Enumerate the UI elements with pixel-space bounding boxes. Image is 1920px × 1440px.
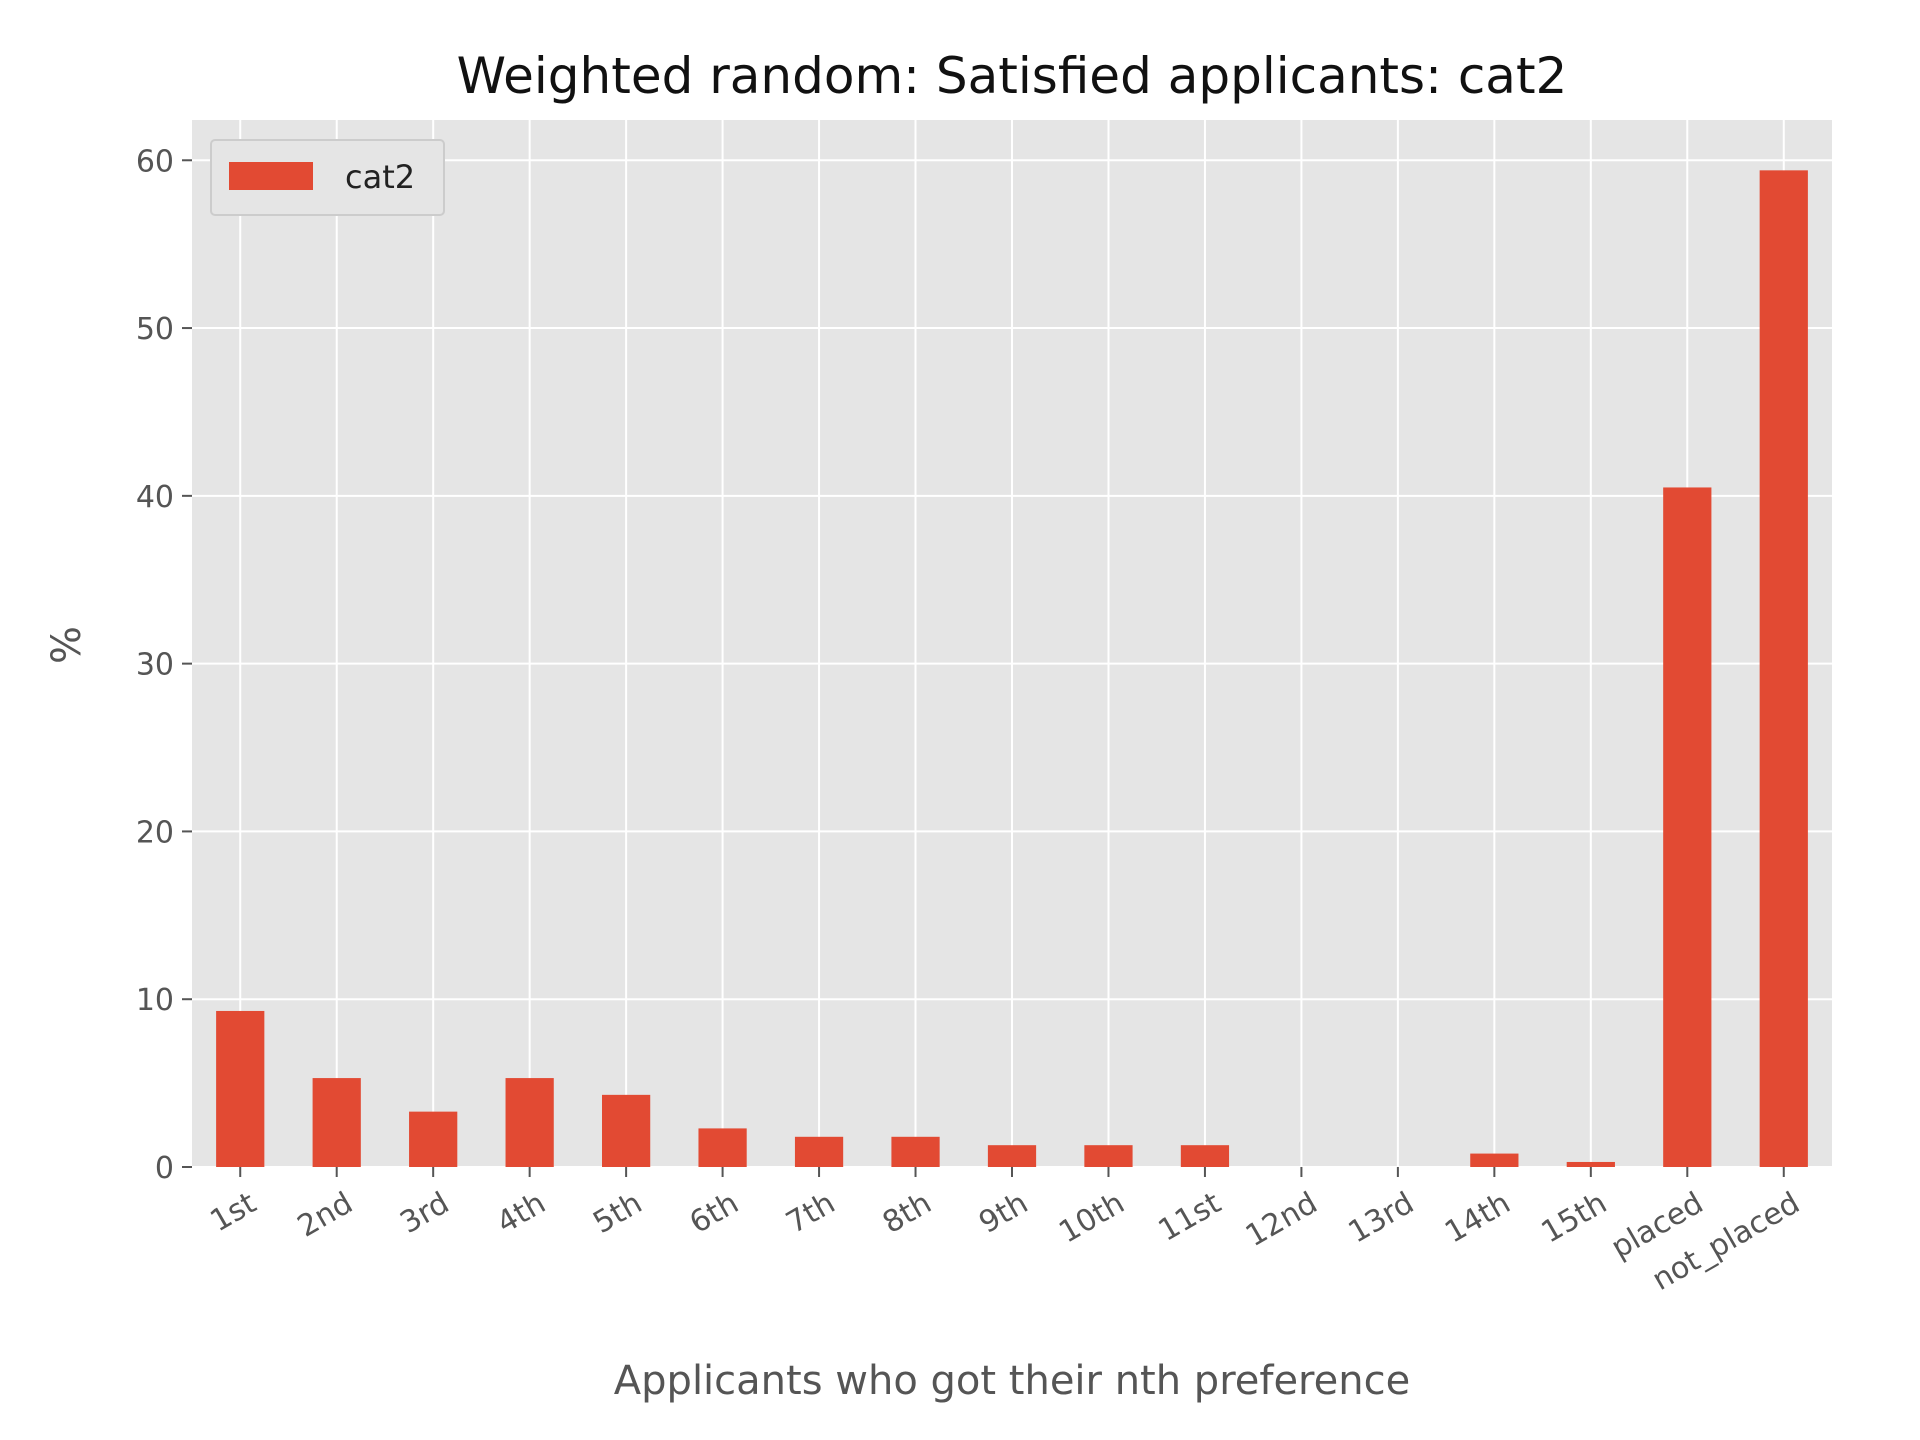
y-tick-label: 20 <box>136 815 174 850</box>
chart-title: Weighted random: Satisfied applicants: c… <box>457 47 1568 105</box>
bar-3rd <box>409 1111 458 1167</box>
x-tick-label: 1st <box>204 1186 262 1240</box>
x-tick-label: 2nd <box>292 1186 359 1245</box>
legend-box <box>210 139 445 216</box>
x-tick-label: 7th <box>780 1186 841 1241</box>
y-axis: 0 10 20 30 40 50 60 <box>136 144 192 1186</box>
x-tick-label: 3rd <box>394 1186 455 1241</box>
x-tick-label: 14th <box>1439 1186 1516 1251</box>
x-tick-label: 15th <box>1536 1186 1613 1251</box>
x-tick-label: 11st <box>1153 1186 1227 1249</box>
legend: cat2 <box>210 139 445 216</box>
grid-lines <box>192 120 1832 1168</box>
x-tick-label: 6th <box>684 1186 745 1241</box>
bars <box>216 170 1808 1167</box>
y-tick-label: 0 <box>155 1151 174 1186</box>
x-tick-label: 13rd <box>1343 1186 1420 1251</box>
bar-6th <box>698 1128 747 1167</box>
bar-2nd <box>312 1078 361 1167</box>
bar-10th <box>1084 1145 1133 1167</box>
bar-8th <box>891 1136 940 1167</box>
bar-7th <box>794 1136 844 1167</box>
x-tick-label: 12nd <box>1240 1186 1324 1254</box>
bar-11st <box>1180 1145 1230 1167</box>
bar-14th <box>1470 1153 1519 1167</box>
x-axis: 1st 2nd 3rd 4th 5th 6th 7th 8th 9th 10th 11st 12nd 1… <box>204 1167 1806 1298</box>
bar-placed <box>1663 487 1712 1167</box>
x-tick-label: 9th <box>973 1186 1034 1241</box>
y-tick-label: 40 <box>136 480 174 515</box>
y-tick-label: 50 <box>136 312 174 347</box>
legend-label-cat2: cat2 <box>345 158 415 196</box>
x-tick-label: 4th <box>491 1186 552 1241</box>
x-axis-label: Applicants who got their nth preference <box>614 1358 1410 1404</box>
x-tick-label: 5th <box>587 1186 648 1241</box>
bar-9th <box>987 1145 1037 1167</box>
legend-swatch-cat2 <box>229 162 313 190</box>
bar-15th <box>1566 1161 1615 1167</box>
y-tick-label: 60 <box>136 144 174 179</box>
x-tick-label: 10th <box>1053 1186 1130 1251</box>
x-tick-label: 8th <box>877 1186 938 1241</box>
y-axis-label: % <box>44 626 90 664</box>
bar-4th <box>505 1078 554 1167</box>
bar-not_placed <box>1759 170 1808 1167</box>
y-tick-label: 10 <box>136 983 174 1018</box>
bar-1st <box>216 1010 265 1167</box>
y-tick-label: 30 <box>136 648 174 683</box>
bar-5th <box>602 1094 651 1167</box>
